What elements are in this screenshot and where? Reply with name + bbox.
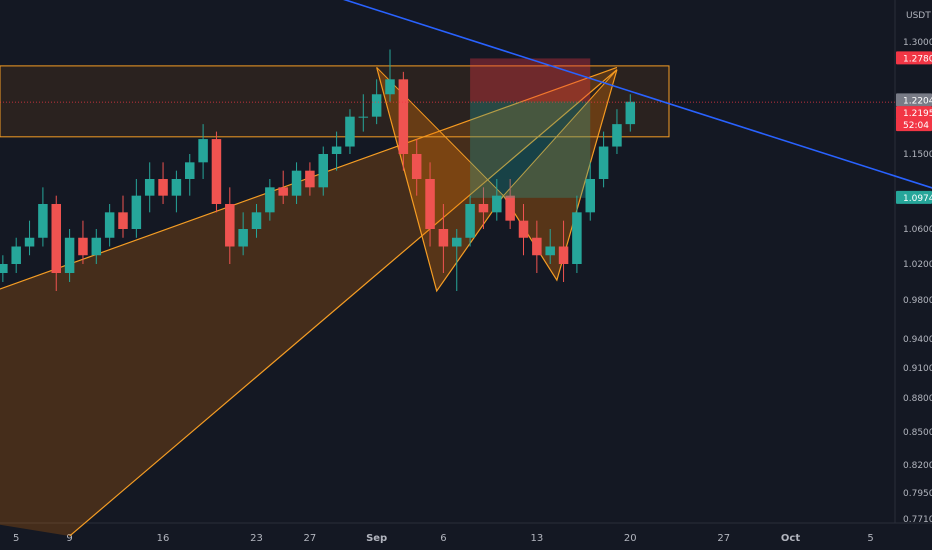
candle-body[interactable] — [585, 179, 596, 213]
x-tick-label: 13 — [530, 533, 543, 544]
candle-body[interactable] — [465, 204, 475, 238]
currency-label: USDT — [906, 11, 931, 21]
x-tick-label: Sep — [366, 533, 387, 544]
candle-body[interactable] — [505, 195, 515, 221]
candle-body[interactable] — [0, 264, 8, 273]
candle-body[interactable] — [345, 116, 355, 147]
price-label-entry[interactable] — [896, 93, 932, 107]
candle-body[interactable] — [572, 212, 582, 264]
candle-body[interactable] — [492, 195, 502, 213]
y-tick-label: 0.7710 — [903, 515, 932, 525]
wedge-lower-line[interactable] — [69, 69, 618, 537]
y-tick-label: 1.0600 — [903, 225, 932, 235]
x-tick-label: 20 — [624, 533, 637, 544]
price-axis-area[interactable] — [895, 0, 932, 550]
candle-body[interactable] — [598, 146, 609, 179]
harmonic-bd-line — [503, 69, 618, 197]
candle-body[interactable] — [305, 170, 315, 188]
x-tick-label: 6 — [440, 533, 446, 544]
x-tick-label: 5 — [867, 533, 873, 544]
y-tick-label: 0.8500 — [903, 428, 932, 438]
candle-body[interactable] — [91, 237, 102, 256]
price-label-tp_high[interactable] — [896, 51, 932, 65]
candle-body[interactable] — [131, 195, 142, 229]
price-label-current[interactable] — [896, 106, 932, 120]
candle-body[interactable] — [11, 246, 21, 265]
candle-body[interactable] — [398, 79, 409, 154]
price-label-text-current: 1.2195 — [903, 109, 932, 119]
price-label-text-countdown: 52:04 — [903, 121, 929, 131]
price-label-text-tp_high: 1.2780 — [903, 54, 932, 64]
candle-body[interactable] — [78, 237, 88, 256]
position-stop-zone[interactable] — [470, 58, 591, 102]
y-tick-label: 0.9800 — [903, 296, 932, 306]
candle-body[interactable] — [185, 162, 195, 179]
x-tick-label: 9 — [66, 533, 72, 544]
candle-body[interactable] — [291, 170, 302, 196]
candle-body[interactable] — [331, 146, 342, 154]
candle-body[interactable] — [612, 124, 622, 147]
candle-body[interactable] — [118, 212, 128, 229]
candle-body[interactable] — [211, 139, 222, 204]
x-tick-label: 27 — [717, 533, 730, 544]
candle-body[interactable] — [358, 116, 369, 118]
candle-body[interactable] — [532, 237, 542, 256]
candle-body[interactable] — [104, 212, 115, 238]
candle-body[interactable] — [625, 101, 636, 125]
harmonic-xb-line — [376, 67, 504, 197]
position-target-zone[interactable] — [470, 101, 591, 198]
x-tick-label: 23 — [250, 533, 263, 544]
candle-body[interactable] — [64, 237, 75, 273]
y-tick-label: 0.8800 — [903, 394, 932, 404]
y-tick-label: 1.1500 — [903, 150, 932, 160]
candle-body[interactable] — [158, 179, 168, 196]
candle-body[interactable] — [24, 237, 35, 247]
candle-body[interactable] — [38, 204, 48, 238]
candle-body[interactable] — [518, 220, 529, 238]
x-tick-label: 27 — [304, 533, 317, 544]
candle-body[interactable] — [478, 204, 489, 213]
price-label-countdown[interactable] — [896, 118, 932, 132]
candle-body[interactable] — [558, 246, 569, 265]
candle-body[interactable] — [251, 212, 262, 229]
candle-body[interactable] — [425, 179, 435, 229]
x-tick-label: 5 — [13, 533, 19, 544]
candle-body[interactable] — [51, 204, 62, 273]
candle-body[interactable] — [545, 246, 555, 256]
x-tick-label: Oct — [781, 533, 800, 544]
price-label-text-stop_target: 1.0974 — [903, 194, 932, 204]
candle-body[interactable] — [438, 229, 449, 247]
price-label-stop_target[interactable] — [896, 190, 932, 204]
y-tick-label: 0.9400 — [903, 335, 932, 345]
rising-wedge-fill — [0, 67, 617, 537]
candle-body[interactable] — [171, 179, 182, 196]
candle-body[interactable] — [318, 154, 329, 188]
candle-body[interactable] — [371, 94, 382, 117]
y-tick-label: 1.3000 — [903, 38, 932, 48]
y-tick-label: 0.7950 — [903, 489, 932, 499]
candle-body[interactable] — [452, 237, 462, 247]
y-tick-label: 0.9100 — [903, 364, 932, 374]
candle-body[interactable] — [144, 179, 155, 196]
descending-trendline[interactable] — [283, 0, 932, 198]
candle-body[interactable] — [385, 79, 395, 95]
resistance-zone[interactable] — [0, 65, 670, 138]
candle-body[interactable] — [278, 187, 288, 196]
candle-body[interactable] — [198, 139, 208, 163]
y-tick-label: 0.8200 — [903, 461, 932, 471]
candle-body[interactable] — [411, 154, 422, 179]
candle-body[interactable] — [225, 204, 235, 247]
harmonic-bcd-fill — [503, 69, 617, 281]
price-label-text-entry: 1.2204 — [903, 96, 932, 106]
candle-body[interactable] — [265, 187, 275, 213]
candle-body[interactable] — [238, 229, 248, 247]
y-tick-label: 1.0200 — [903, 260, 932, 270]
x-tick-label: 16 — [157, 533, 170, 544]
